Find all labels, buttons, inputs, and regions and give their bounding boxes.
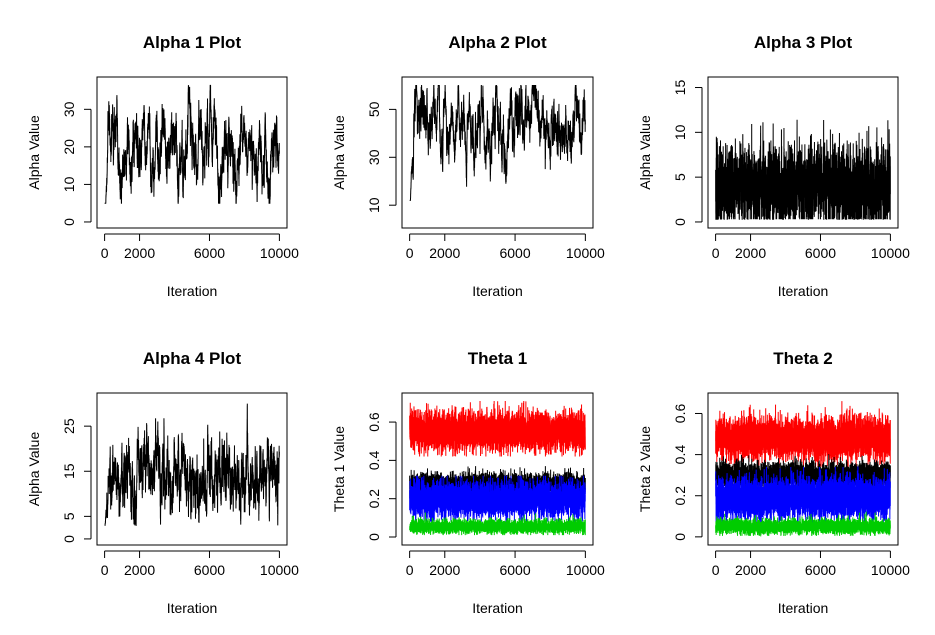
y-tick-label: 0.2 <box>672 486 688 506</box>
series-line-4 <box>409 512 586 536</box>
plot-frame <box>96 76 288 229</box>
y-tick-label: 0.6 <box>366 412 382 432</box>
y-tick-label: 25 <box>61 418 77 434</box>
y-tick-label: 15 <box>61 463 77 479</box>
series-line-1 <box>715 119 891 220</box>
x-axis-label: Iteration <box>472 283 523 299</box>
x-tick-label: 6000 <box>499 562 530 578</box>
x-tick-label: 2000 <box>735 245 766 261</box>
series-line-1 <box>715 401 891 467</box>
x-tick-label: 2000 <box>124 562 155 578</box>
chart-title: Theta 2 <box>773 349 833 368</box>
y-axis-label: Theta 1 Value <box>331 426 347 512</box>
panel-3: 0 2000 6000 10000 0 5 10 15 Alpha 3 Plot Iteratio… <box>637 33 910 299</box>
chart-title: Alpha 2 Plot <box>448 33 547 52</box>
x-tick-label: 6000 <box>194 562 225 578</box>
y-tick-label: 0 <box>672 218 688 226</box>
x-axis-label: Iteration <box>167 283 218 299</box>
series-line-1 <box>409 84 586 201</box>
x-tick-label: 0 <box>712 562 720 578</box>
x-tick-label: 2000 <box>429 562 460 578</box>
panel-1: 0 2000 6000 10000 0 10 20 30 Alpha 1 Plot Iterati… <box>26 33 299 299</box>
plot-frame <box>401 76 594 229</box>
series-line-1 <box>104 403 280 526</box>
y-tick-label: 10 <box>366 197 382 213</box>
panel-2: 0 2000 6000 10000 10 30 50 Alpha 2 Plot Iteratio… <box>331 33 605 299</box>
y-axis-label: Alpha Value <box>637 115 653 190</box>
y-tick-label: 5 <box>672 173 688 181</box>
x-tick-label: 6000 <box>499 245 530 261</box>
y-tick-label: 0.4 <box>672 445 688 465</box>
series-line-1 <box>104 84 280 204</box>
x-tick-label: 10000 <box>871 245 910 261</box>
x-tick-label: 2000 <box>429 245 460 261</box>
chart-title: Theta 1 <box>468 349 528 368</box>
series-line-3 <box>409 475 586 522</box>
y-tick-label: 0.4 <box>366 450 382 470</box>
y-tick-label: 20 <box>61 139 77 155</box>
y-tick-label: 10 <box>61 176 77 192</box>
y-tick-label: 0.6 <box>672 404 688 424</box>
y-tick-label: 10 <box>672 124 688 140</box>
y-axis-label: Alpha Value <box>331 115 347 190</box>
y-tick-label: 0 <box>672 533 688 541</box>
chart-title: Alpha 4 Plot <box>143 349 242 368</box>
series-line-1 <box>409 400 586 457</box>
series-line-4 <box>715 511 891 537</box>
chart-title: Alpha 3 Plot <box>754 33 853 52</box>
y-tick-label: 0 <box>61 535 77 543</box>
chart-title: Alpha 1 Plot <box>143 33 242 52</box>
y-tick-label: 30 <box>61 101 77 117</box>
x-tick-label: 2000 <box>735 562 766 578</box>
y-tick-label: 0 <box>61 218 77 226</box>
x-axis-label: Iteration <box>472 600 523 616</box>
plot-frame <box>707 76 899 229</box>
plot-frame <box>401 392 594 546</box>
panel-4: 0 2000 6000 10000 0 5 15 25 Alpha 4 Plot Iteratio… <box>26 349 299 616</box>
x-tick-label: 0 <box>712 245 720 261</box>
x-tick-label: 10000 <box>566 562 605 578</box>
x-tick-label: 10000 <box>260 245 299 261</box>
x-tick-label: 10000 <box>871 562 910 578</box>
panel-5: 0 2000 6000 10000 0 0.2 0.4 0.6 Theta 1 Iteration… <box>331 349 605 616</box>
y-tick-label: 0 <box>366 533 382 541</box>
x-tick-label: 6000 <box>805 245 836 261</box>
series-line-3 <box>715 466 891 523</box>
y-tick-label: 15 <box>672 80 688 96</box>
y-axis-label: Alpha Value <box>26 115 42 190</box>
plot-frame <box>707 392 899 546</box>
x-tick-label: 10000 <box>260 562 299 578</box>
x-axis-label: Iteration <box>778 600 829 616</box>
x-tick-label: 6000 <box>805 562 836 578</box>
x-tick-label: 10000 <box>566 245 605 261</box>
y-axis-label: Theta 2 Value <box>637 426 653 512</box>
y-tick-label: 0.2 <box>366 489 382 509</box>
x-tick-label: 0 <box>101 562 109 578</box>
x-tick-label: 0 <box>406 562 414 578</box>
y-axis-label: Alpha Value <box>26 432 42 507</box>
x-axis-label: Iteration <box>167 600 218 616</box>
y-tick-label: 30 <box>366 149 382 165</box>
panel-6: 0 2000 6000 10000 0 0.2 0.4 0.6 Theta 2 Iteration… <box>637 349 910 616</box>
x-tick-label: 6000 <box>194 245 225 261</box>
x-tick-label: 0 <box>406 245 414 261</box>
plot-frame <box>96 392 288 546</box>
x-tick-label: 0 <box>101 245 109 261</box>
y-tick-label: 5 <box>61 512 77 520</box>
x-axis-label: Iteration <box>778 283 829 299</box>
y-tick-label: 50 <box>366 101 382 117</box>
x-tick-label: 2000 <box>124 245 155 261</box>
